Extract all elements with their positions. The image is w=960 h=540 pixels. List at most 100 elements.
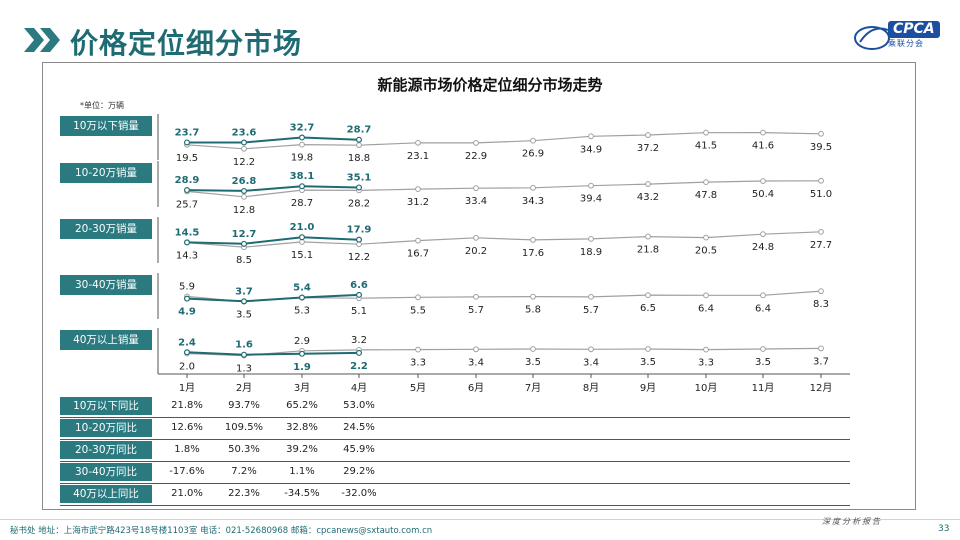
previous-year-point [299, 239, 305, 245]
current-year-label: 5.4 [293, 283, 311, 294]
previous-year-point [473, 293, 479, 300]
previous-year-label: 5.1 [351, 306, 367, 317]
current-year-point [356, 136, 363, 143]
previous-year-label: 34.9 [580, 144, 602, 155]
previous-year-label: 6.4 [698, 303, 714, 314]
segment-label: 40万以上销量 [60, 330, 152, 350]
previous-year-label: 5.7 [468, 305, 484, 316]
yoy-cell: 21.0% [171, 488, 203, 499]
previous-year-label: 47.8 [695, 190, 717, 201]
previous-year-point [760, 346, 766, 352]
x-axis-tick-label: 8月 [583, 382, 599, 394]
table-row-divider [60, 461, 850, 462]
previous-year-line [186, 131, 822, 150]
table-row-divider [60, 439, 850, 440]
previous-year-point [703, 234, 709, 241]
previous-year-label: 2.9 [294, 336, 310, 347]
current-year-point [184, 139, 191, 146]
cpca-logo-icon [854, 21, 940, 50]
chevron-arrows-icon [24, 28, 60, 52]
previous-year-label: 6.4 [755, 303, 771, 314]
previous-year-point [415, 186, 421, 192]
chart-panel [42, 62, 916, 510]
previous-year-label: 28.7 [291, 198, 313, 209]
x-axis-tick-label: 11月 [752, 382, 775, 394]
previous-year-label: 3.4 [468, 357, 484, 368]
previous-year-point [473, 140, 479, 146]
previous-year-point [473, 234, 479, 241]
yoy-cell: 24.5% [343, 422, 375, 433]
current-year-line [186, 351, 360, 356]
previous-year-point [473, 346, 479, 353]
unit-label: *单位：万辆 [80, 101, 124, 110]
previous-year-point [760, 178, 766, 184]
previous-year-label: 15.1 [291, 250, 313, 261]
footer-divider [0, 519, 960, 520]
previous-year-label: 12.8 [233, 205, 255, 216]
previous-year-point [356, 142, 362, 149]
previous-year-label: 18.8 [348, 153, 370, 164]
current-year-point [356, 349, 363, 356]
previous-year-point [703, 179, 709, 186]
yoy-cell: 65.2% [286, 400, 318, 411]
current-year-point [184, 349, 191, 356]
previous-year-label: 51.0 [810, 189, 832, 200]
previous-year-line [186, 180, 822, 198]
previous-year-label: 33.4 [465, 196, 487, 207]
previous-year-label: 5.3 [294, 306, 310, 317]
previous-year-point [588, 133, 594, 140]
current-year-point [299, 134, 306, 141]
current-year-line [186, 293, 360, 303]
previous-year-point [588, 182, 594, 189]
previous-year-label: 17.6 [522, 248, 544, 259]
table-row-divider [60, 417, 850, 418]
current-year-label: 23.6 [232, 128, 257, 139]
previous-year-label: 3.2 [351, 335, 367, 346]
previous-year-label: 1.3 [236, 364, 252, 375]
yoy-cell: 29.2% [343, 466, 375, 477]
current-year-point [241, 187, 248, 194]
yoy-cell: 109.5% [224, 422, 264, 433]
yoy-cell: 53.0% [343, 400, 375, 411]
current-year-label: 3.7 [235, 286, 253, 297]
previous-year-point [645, 181, 651, 187]
previous-year-point [530, 184, 536, 191]
current-year-point [241, 139, 248, 146]
previous-year-label: 3.3 [410, 358, 426, 369]
previous-year-label: 8.3 [813, 299, 829, 310]
current-year-point [241, 298, 248, 305]
x-axis-tick-label: 1月 [179, 382, 195, 394]
previous-year-line [186, 347, 822, 357]
previous-year-label: 27.7 [810, 240, 832, 251]
previous-year-label: 5.7 [583, 305, 599, 316]
previous-year-point [818, 130, 824, 137]
previous-year-label: 34.3 [522, 196, 544, 207]
segment-label: 10-20万销量 [60, 163, 152, 183]
previous-year-label: 41.5 [695, 141, 717, 152]
page-title: 价格定位细分市场 [70, 27, 303, 60]
current-year-label: 6.6 [350, 280, 368, 291]
previous-year-label: 22.9 [465, 151, 487, 162]
yoy-row-label: 40万以上同比 [60, 485, 152, 503]
previous-year-label: 5.9 [179, 281, 195, 292]
previous-year-point [415, 294, 421, 301]
x-axis-tick-label: 5月 [410, 382, 426, 394]
x-axis-tick-label: 4月 [351, 382, 367, 394]
x-axis-tick-label: 2月 [236, 382, 252, 394]
previous-year-point [703, 346, 709, 353]
previous-year-label: 26.9 [522, 149, 544, 160]
table-row-divider [60, 505, 850, 506]
current-year-point [356, 184, 363, 191]
previous-year-label: 39.4 [580, 194, 602, 205]
current-year-line [186, 185, 360, 192]
x-axis-tick-label: 6月 [468, 382, 484, 394]
current-year-label: 35.1 [347, 172, 372, 183]
yoy-cell: -34.5% [284, 488, 320, 499]
logo-text: CPCA [893, 21, 935, 37]
current-year-label: 1.6 [235, 340, 253, 351]
current-year-label: 28.7 [347, 125, 372, 136]
current-year-label: 26.8 [232, 176, 257, 187]
previous-year-label: 43.2 [637, 192, 659, 203]
previous-year-label: 18.9 [580, 247, 602, 258]
